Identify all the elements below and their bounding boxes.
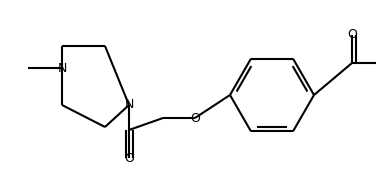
Text: N: N: [124, 99, 134, 112]
Text: O: O: [347, 27, 357, 40]
Text: N: N: [57, 61, 67, 74]
Text: O: O: [124, 152, 134, 165]
Text: O: O: [190, 112, 200, 124]
